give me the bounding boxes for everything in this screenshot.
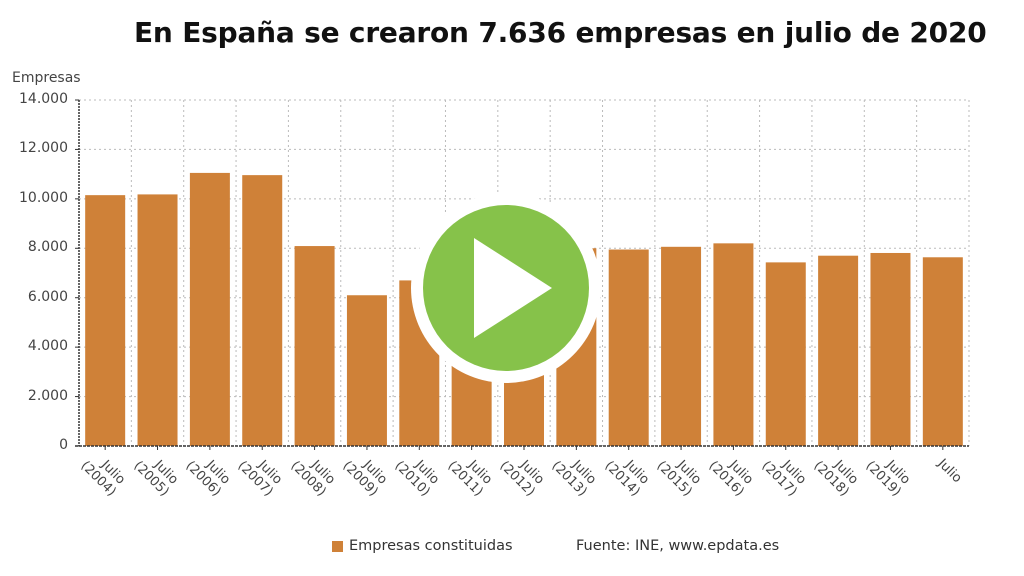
x-tick-label: Julio (2004) [77, 457, 129, 500]
legend: Empresas constituidas [332, 538, 513, 554]
x-tick-label: Julio (2009) [339, 457, 390, 500]
bar [661, 246, 702, 446]
legend-swatch [332, 540, 343, 552]
x-tick-label: Julio (2019) [863, 457, 914, 500]
legend-label: Empresas constituidas [349, 538, 513, 554]
x-tick-label: Julio (2015) [653, 457, 704, 500]
source-note: Fuente: INE, www.epdata.es [576, 538, 780, 554]
y-tick-label: 6.000 [27, 288, 68, 305]
bar [85, 195, 126, 446]
x-tick-label: Julio (2018) [810, 457, 862, 500]
x-tick-label: Julio (2011) [444, 457, 495, 500]
bar [922, 257, 963, 446]
y-tick-label: 2.000 [27, 387, 68, 404]
x-tick-label: Julio (2014) [601, 457, 652, 500]
play-icon [474, 238, 552, 338]
bar [242, 175, 283, 446]
y-axis-label: Empresas [12, 70, 81, 86]
x-tick-label: Julio (2012) [496, 457, 547, 500]
bar [608, 249, 649, 446]
y-tick-label: 12.000 [19, 140, 68, 157]
play-button-circle [423, 205, 589, 371]
bar [189, 172, 230, 446]
bar [346, 295, 387, 446]
x-tick-label: Julio (2008) [287, 457, 338, 500]
x-tick-label: Julio (2005) [130, 457, 181, 500]
y-tick-label: 14.000 [19, 91, 68, 107]
x-tick-label: Julio (2010) [391, 457, 443, 500]
x-tick-label: Julio (2006) [182, 457, 233, 500]
bar [294, 246, 335, 446]
bar [765, 262, 806, 446]
x-tick-label: Julio [934, 456, 965, 487]
y-tick-label: 0 [59, 437, 68, 453]
bar [870, 252, 911, 446]
bar [818, 255, 859, 446]
x-tick-label: Julio (2017) [758, 457, 809, 500]
y-tick-label: 10.000 [19, 189, 68, 206]
chart-title: En España se crearon 7.636 empresas en j… [134, 16, 987, 49]
bar [137, 194, 178, 446]
x-tick-label: Julio (2016) [705, 457, 757, 500]
bar [713, 243, 754, 446]
play-button[interactable] [411, 193, 601, 383]
y-tick-label: 8.000 [27, 239, 68, 256]
y-tick-label: 4.000 [27, 338, 68, 355]
x-tick-label: Julio (2013) [548, 457, 600, 500]
x-tick-label: Julio (2007) [234, 457, 286, 500]
